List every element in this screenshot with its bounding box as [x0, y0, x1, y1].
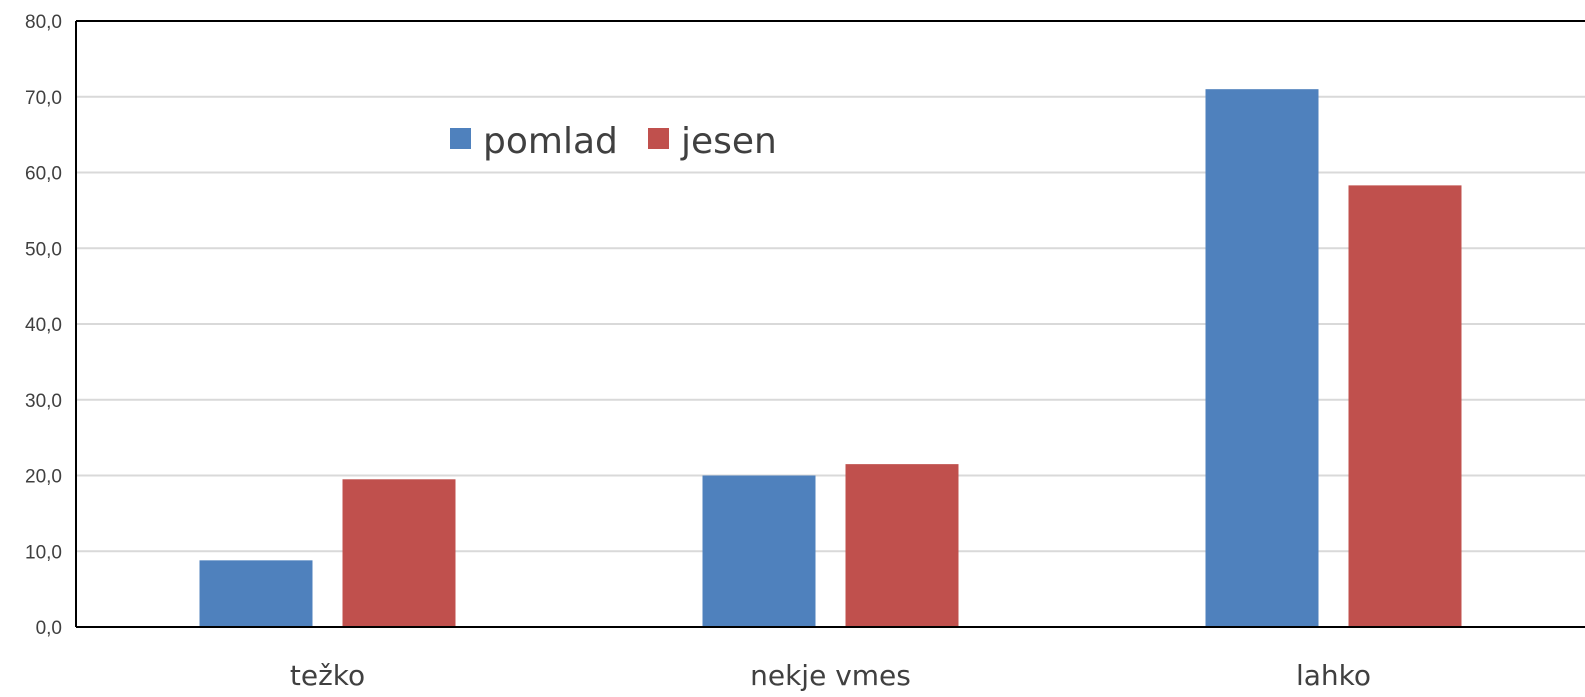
bar-pomlad-0 — [199, 560, 313, 627]
y-tick-label: 50,0 — [25, 239, 62, 260]
bar-jesen-0 — [342, 479, 456, 627]
bar-jesen-2 — [1348, 185, 1462, 627]
bar-pomlad-1 — [702, 475, 816, 627]
legend-label-jesen: jesen — [680, 121, 777, 162]
x-category-label: nekje vmes — [750, 659, 911, 692]
legend: pomlad jesen — [450, 121, 777, 162]
y-tick-label: 10,0 — [25, 542, 62, 563]
y-axis: 0,0 10,0 20,0 30,0 40,0 50,0 60,0 70,0 80,0 — [25, 12, 62, 639]
y-tick-label: 30,0 — [25, 391, 62, 412]
legend-swatch-jesen — [648, 128, 669, 149]
bar-jesen-1 — [845, 464, 959, 627]
x-axis: težko nekje vmes lahko — [290, 659, 1371, 692]
bar-pomlad-2 — [1205, 89, 1319, 628]
y-tick-label: 20,0 — [25, 467, 62, 488]
y-tick-label: 80,0 — [25, 12, 62, 33]
plot-frame — [75, 20, 1585, 628]
y-tick-label: 0,0 — [36, 618, 62, 639]
y-tick-label: 70,0 — [25, 88, 62, 109]
gridlines — [76, 95, 1585, 553]
y-tick-label: 60,0 — [25, 164, 62, 185]
x-category-label: težko — [290, 659, 365, 692]
y-tick-label: 40,0 — [25, 315, 62, 336]
x-category-label: lahko — [1296, 659, 1371, 692]
bars — [199, 89, 1462, 628]
legend-label-pomlad: pomlad — [483, 121, 618, 162]
legend-swatch-pomlad — [450, 128, 471, 149]
